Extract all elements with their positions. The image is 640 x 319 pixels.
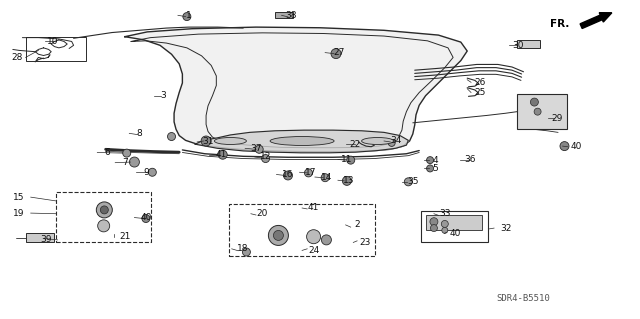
Bar <box>229 204 375 256</box>
Circle shape <box>331 48 341 59</box>
Text: 36: 36 <box>465 155 476 164</box>
Ellipse shape <box>362 137 394 145</box>
Text: 12: 12 <box>260 152 271 161</box>
Circle shape <box>427 157 433 164</box>
Text: 32: 32 <box>500 224 511 233</box>
Circle shape <box>534 108 541 115</box>
Circle shape <box>560 142 569 151</box>
Polygon shape <box>195 130 408 153</box>
Text: 5: 5 <box>433 164 438 173</box>
Text: 29: 29 <box>551 114 563 122</box>
Circle shape <box>307 230 321 244</box>
Bar <box>517 94 567 129</box>
Circle shape <box>243 248 250 256</box>
Text: 6: 6 <box>105 148 110 157</box>
Text: 2: 2 <box>355 220 360 229</box>
Text: 13: 13 <box>343 176 355 185</box>
Circle shape <box>430 218 438 226</box>
Text: 24: 24 <box>308 246 319 255</box>
Text: 4: 4 <box>433 156 438 165</box>
Text: 19: 19 <box>13 209 25 218</box>
Circle shape <box>148 168 156 176</box>
Text: 40: 40 <box>570 142 582 151</box>
Circle shape <box>218 150 227 159</box>
Text: FR.: FR. <box>550 19 570 29</box>
Text: 9: 9 <box>143 168 148 177</box>
Circle shape <box>97 202 113 218</box>
Text: 16: 16 <box>282 170 294 179</box>
Text: 40: 40 <box>450 229 461 238</box>
Text: 1: 1 <box>186 11 191 20</box>
Text: 30: 30 <box>513 41 524 50</box>
Ellipse shape <box>270 137 334 145</box>
Text: 26: 26 <box>474 78 486 87</box>
Circle shape <box>388 139 395 146</box>
Bar <box>26 37 86 61</box>
Circle shape <box>273 230 284 241</box>
Text: 41: 41 <box>308 204 319 212</box>
Bar <box>517 40 540 48</box>
Text: 22: 22 <box>349 140 361 149</box>
Circle shape <box>255 145 263 153</box>
Text: 17: 17 <box>305 168 316 177</box>
Circle shape <box>262 154 269 163</box>
Polygon shape <box>125 27 467 152</box>
Text: 18: 18 <box>237 244 249 253</box>
Text: 11: 11 <box>341 155 353 164</box>
Text: 25: 25 <box>474 88 486 97</box>
FancyArrow shape <box>580 13 612 28</box>
Circle shape <box>347 156 355 164</box>
Text: 31: 31 <box>202 137 214 146</box>
Text: 27: 27 <box>333 48 345 57</box>
Text: 38: 38 <box>285 11 297 20</box>
Circle shape <box>100 206 108 214</box>
Circle shape <box>431 225 437 232</box>
Text: 35: 35 <box>407 177 419 186</box>
Circle shape <box>342 176 351 185</box>
Text: 3: 3 <box>161 91 166 100</box>
Circle shape <box>305 169 312 177</box>
Bar <box>26 233 54 242</box>
Circle shape <box>321 235 332 245</box>
Text: 14: 14 <box>321 173 332 182</box>
Circle shape <box>201 136 211 146</box>
Text: 41: 41 <box>215 150 227 159</box>
Circle shape <box>268 226 289 245</box>
Text: 23: 23 <box>359 238 371 247</box>
Ellipse shape <box>214 137 246 145</box>
Circle shape <box>531 98 538 106</box>
Text: 10: 10 <box>47 37 58 46</box>
Text: 33: 33 <box>439 209 451 218</box>
Circle shape <box>442 227 448 233</box>
Text: 8: 8 <box>137 129 142 138</box>
Circle shape <box>183 12 191 21</box>
Circle shape <box>442 220 448 227</box>
Bar <box>275 12 293 18</box>
Bar <box>421 211 488 242</box>
Text: 7: 7 <box>122 158 127 167</box>
Circle shape <box>427 165 433 172</box>
Text: 20: 20 <box>257 209 268 218</box>
Circle shape <box>168 132 175 141</box>
Circle shape <box>123 149 131 157</box>
Text: 28: 28 <box>12 53 23 62</box>
Circle shape <box>404 178 412 186</box>
Text: 21: 21 <box>119 232 131 241</box>
Text: 34: 34 <box>390 137 401 145</box>
Text: SDR4-B5510: SDR4-B5510 <box>496 294 550 303</box>
Text: 39: 39 <box>40 235 52 244</box>
Circle shape <box>129 157 140 167</box>
Circle shape <box>321 174 329 182</box>
Bar <box>56 192 151 242</box>
Circle shape <box>142 214 150 223</box>
Circle shape <box>98 220 109 232</box>
Text: 15: 15 <box>13 193 25 202</box>
Bar <box>426 215 482 230</box>
Circle shape <box>284 171 292 180</box>
Text: 40: 40 <box>140 213 152 222</box>
Text: 37: 37 <box>250 144 262 153</box>
